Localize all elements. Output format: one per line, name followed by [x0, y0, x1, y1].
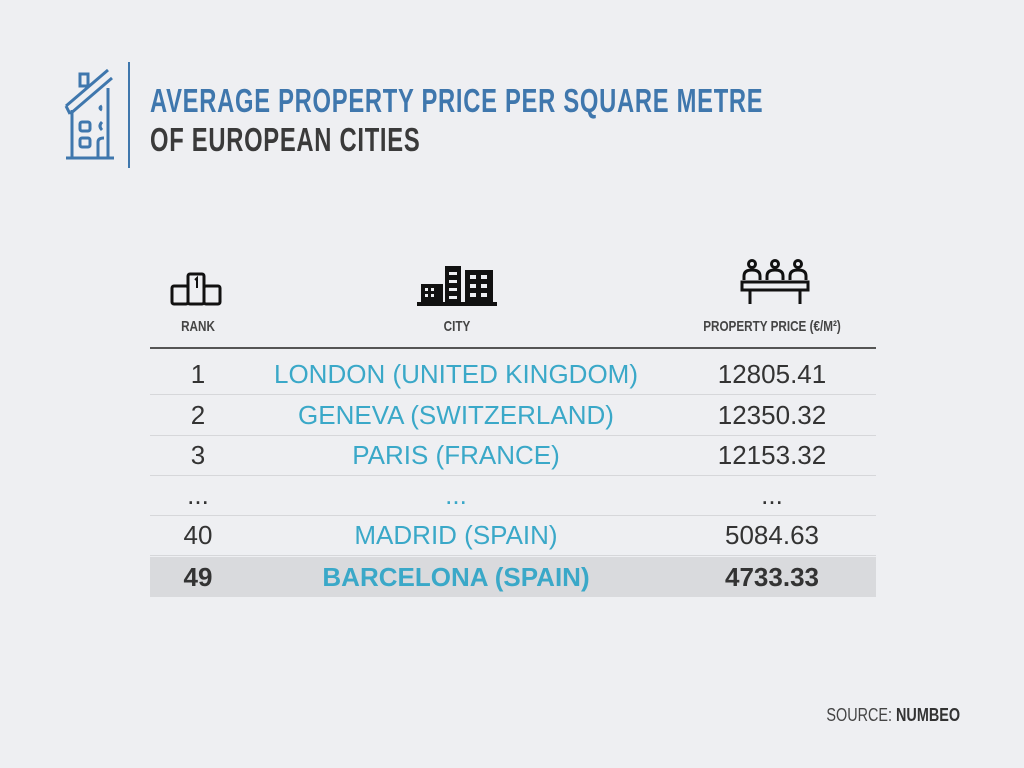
price-cell: ...: [761, 479, 783, 510]
table-row: ... ... ...: [150, 475, 876, 516]
price-cell: 12153.32: [717, 439, 827, 470]
table-row: 3 PARIS (FRANCE) 12153.32: [150, 435, 876, 476]
source-name: NUMBEO: [896, 705, 960, 725]
title-line-1: AVERAGE PROPERTY PRICE PER SQUARE METRE: [150, 82, 764, 119]
price-cell: 5084.63: [725, 519, 819, 550]
header-divider: [150, 347, 876, 349]
city-cell: BARCELONA (SPAIN): [322, 561, 590, 592]
column-header-price: PROPERTY PRICE (€/M²): [703, 318, 841, 335]
column-header-rank: RANK: [181, 318, 215, 335]
city-cell: MADRID (SPAIN): [354, 519, 558, 550]
city-cell: GENEVA (SWITZERLAND): [298, 399, 614, 430]
price-cell: 12805.41: [717, 358, 827, 389]
table-row: 1 LONDON (UNITED KINGDOM) 12805.41: [150, 354, 876, 395]
price-cell: 12350.32: [717, 399, 827, 430]
source-note: SOURCE: NUMBEO: [826, 705, 960, 726]
table-row: 2 GENEVA (SWITZERLAND) 12350.32: [150, 395, 876, 436]
source-label: SOURCE:: [826, 705, 892, 725]
column-header-city: CITY: [443, 318, 471, 335]
buildings-icon: [417, 266, 497, 306]
rank-cell: 3: [190, 439, 206, 470]
table-row: 40 MADRID (SPAIN) 5084.63: [150, 515, 876, 556]
people-table-icon: [740, 259, 810, 304]
rank-cell: ...: [187, 479, 209, 510]
rank-cell: 1: [190, 358, 206, 389]
rank-cell: 2: [190, 399, 206, 430]
city-cell: LONDON (UNITED KINGDOM): [274, 358, 638, 389]
rank-cell: 40: [183, 519, 213, 550]
table-row-highlighted: 49 BARCELONA (SPAIN) 4733.33: [150, 557, 876, 597]
house-icon: [64, 68, 114, 160]
city-cell: PARIS (FRANCE): [352, 439, 560, 470]
podium-icon: [170, 272, 222, 306]
title-line-2: OF EUROPEAN CITIES: [150, 121, 421, 158]
price-cell: 4733.33: [725, 561, 819, 592]
city-cell: ...: [445, 479, 467, 510]
title-divider: [128, 62, 130, 168]
rank-cell: 49: [183, 561, 213, 592]
